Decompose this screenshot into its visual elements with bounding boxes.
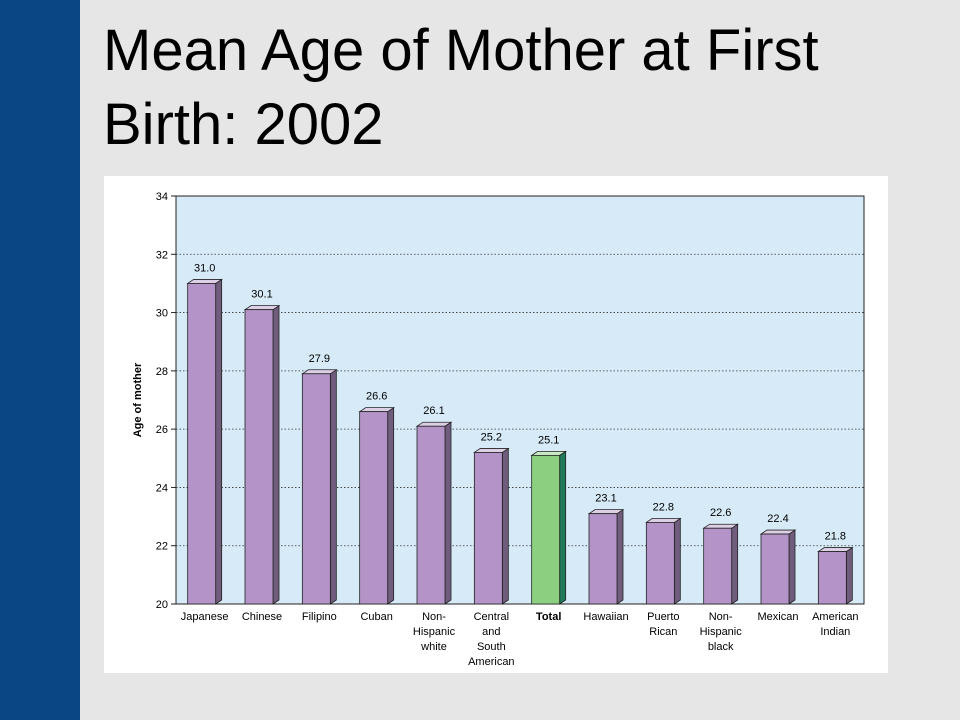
x-tick-label: Japanese: [181, 611, 229, 623]
bar-top: [759, 529, 797, 535]
x-tick-label: Filipino: [302, 611, 337, 623]
x-tick-label-line: American: [812, 611, 858, 623]
x-tick-label-line: black: [708, 641, 734, 653]
x-tick-label-line: Filipino: [302, 611, 337, 623]
bar-side: [673, 517, 681, 605]
x-tick-label-line: Rican: [649, 626, 677, 638]
x-tick-label: Total: [536, 611, 561, 623]
plot-area: [175, 195, 865, 605]
bar-top: [702, 523, 739, 529]
bar-top: [358, 407, 395, 413]
x-tick-label-line: Hawaiian: [583, 611, 628, 623]
bar: [416, 425, 446, 605]
bar: [645, 521, 675, 605]
bar-top: [530, 450, 567, 456]
x-tick-label-line: Non-: [422, 611, 446, 623]
slide-title-line2: Birth: 2002: [103, 92, 384, 157]
y-tick-label: 30: [156, 308, 168, 320]
x-tick-label: Puerto Rican: [647, 611, 679, 638]
bar-top: [645, 517, 682, 523]
y-axis-label: Age of mother: [132, 362, 144, 437]
y-tick-label: 22: [156, 541, 168, 553]
data-label: 26.1: [423, 405, 444, 417]
bar-side: [444, 421, 452, 605]
bar: [760, 533, 790, 605]
bar-top: [243, 305, 281, 311]
bar-side: [845, 546, 853, 605]
x-tick-label: American Indian: [812, 611, 858, 638]
x-tick-label-line: Chinese: [242, 611, 282, 623]
y-tick-label: 24: [156, 482, 168, 494]
bar-top: [587, 509, 625, 515]
bar-side: [616, 508, 624, 605]
bar-side: [272, 304, 280, 605]
bar-top: [186, 279, 223, 284]
bar: [473, 452, 503, 605]
y-tick-label: 26: [156, 424, 168, 436]
bar-top: [817, 547, 854, 552]
bar-side: [788, 529, 796, 605]
bar: [187, 283, 217, 605]
x-tick-label-line: Cuban: [360, 611, 392, 623]
x-tick-label: Non- Hispanic black: [700, 611, 743, 653]
x-tick-label-line: Central: [474, 611, 509, 623]
bar-side: [387, 406, 395, 605]
y-tick-label: 32: [156, 249, 168, 261]
x-tick-label: Chinese: [242, 611, 282, 623]
data-label: 25.2: [481, 431, 502, 443]
bar-top: [301, 369, 338, 375]
data-label: 27.9: [309, 353, 330, 365]
x-tick-label-line: Hispanic: [700, 626, 743, 638]
bar: [817, 551, 847, 605]
data-label: 23.1: [595, 493, 616, 505]
x-tick-label: Cuban: [360, 611, 392, 623]
bar-side: [731, 523, 739, 605]
x-tick-label: Central and South American: [468, 611, 514, 668]
x-tick-label: Mexican: [758, 611, 799, 623]
x-tick-label-line: Puerto: [647, 611, 679, 623]
x-tick-label-line: Japanese: [181, 611, 229, 623]
slide-title: Mean Age of Mother at First Birth: 2002: [103, 14, 943, 162]
data-label: 26.6: [366, 391, 387, 403]
data-label: 30.1: [251, 289, 272, 301]
data-label: 22.4: [767, 513, 788, 525]
bar-side: [501, 447, 509, 605]
data-label: 31.0: [194, 262, 215, 274]
bar-side: [215, 278, 223, 605]
bar-side: [559, 450, 567, 605]
x-tick-label: Non- Hispanic white: [413, 611, 456, 653]
bar-side: [329, 369, 337, 605]
x-tick-label-line: white: [420, 641, 447, 653]
chart-panel: 20 22 24 26 28 30 32 34 Age of mother 31.0 Japanes…: [104, 176, 888, 673]
y-tick-label: 20: [156, 599, 168, 611]
sidebar-band: [0, 0, 80, 720]
bar-top: [415, 421, 453, 427]
x-tick-label-line: Mexican: [758, 611, 799, 623]
x-tick-label-line: and: [482, 626, 500, 638]
bar: [703, 527, 733, 605]
bar: [588, 513, 618, 605]
bar: [359, 411, 389, 605]
x-tick-label-line: Hispanic: [413, 626, 456, 638]
data-label: 25.1: [538, 434, 559, 446]
y-tick-label: 34: [156, 191, 168, 203]
x-tick-label-line: Total: [536, 611, 561, 623]
slide-title-line1: Mean Age of Mother at First: [103, 18, 819, 83]
x-tick-label-line: American: [468, 656, 514, 668]
data-label: 22.8: [653, 501, 674, 513]
bar: [301, 373, 331, 605]
data-label: 21.8: [825, 531, 846, 543]
x-tick-label-line: Non-: [709, 611, 733, 623]
bar: [244, 309, 274, 605]
x-tick-label-line: Indian: [820, 626, 850, 638]
x-tick-label: Hawaiian: [583, 611, 628, 623]
data-label: 22.6: [710, 507, 731, 519]
bar-chart: 20 22 24 26 28 30 32 34 Age of mother 31.0 Japanes…: [132, 191, 865, 668]
bar-top: [473, 448, 510, 453]
y-tick-label: 28: [156, 366, 168, 378]
bar: [531, 454, 561, 605]
x-tick-label-line: South: [477, 641, 506, 653]
